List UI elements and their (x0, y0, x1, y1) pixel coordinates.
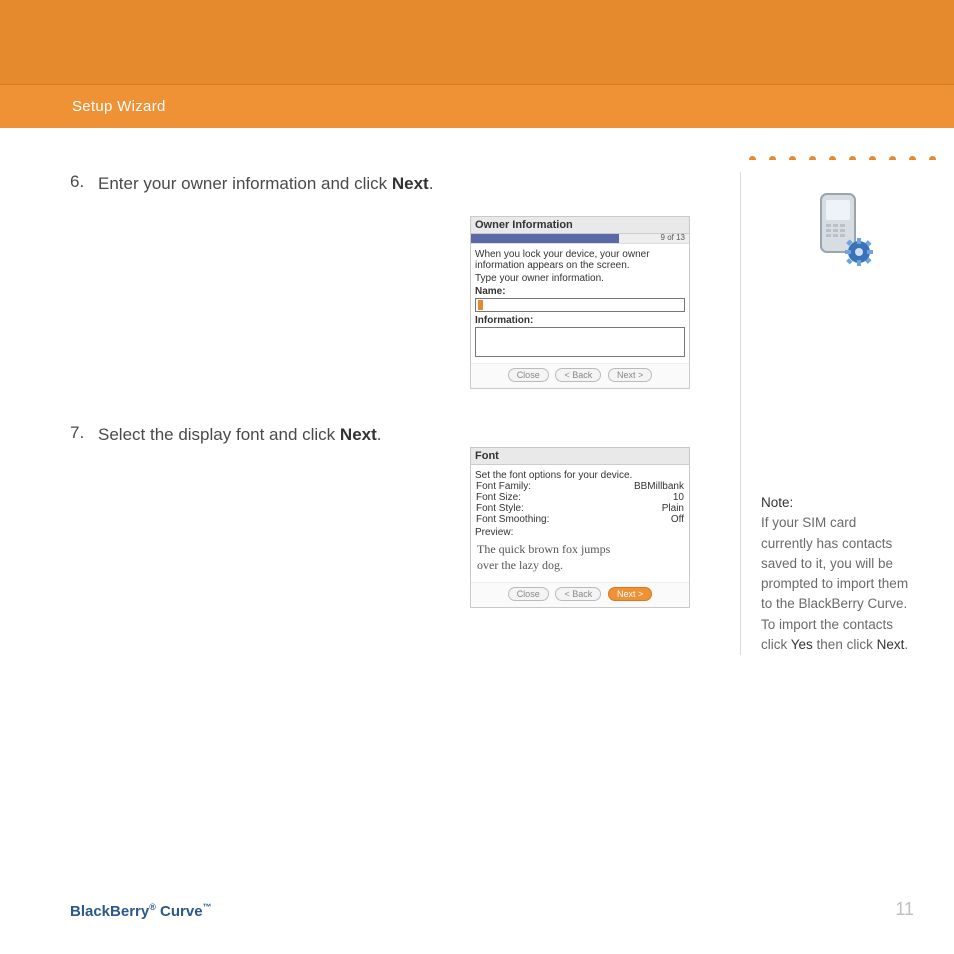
font-row: Font Smoothing: Off (475, 514, 685, 525)
owner-line2: Type your owner information. (475, 273, 685, 284)
right-column: Note: If your SIM card currently has con… (740, 172, 924, 655)
close-button[interactable]: Close (508, 368, 549, 382)
page-number: 11 (895, 899, 914, 920)
kv-val: BBMillbank (634, 481, 684, 492)
step-text-bold: Next (392, 174, 429, 193)
section-title: Setup Wizard (72, 98, 166, 115)
page-footer: BlackBerry® Curve™ 11 (70, 899, 914, 920)
body-area: 6. Enter your owner information and clic… (0, 128, 954, 954)
info-label: Information: (475, 315, 685, 326)
step-text-bold: Next (340, 425, 377, 444)
step-number: 6. (70, 172, 98, 197)
font-row: Font Size: 10 (475, 492, 685, 503)
shot-body: Set the font options for your device. Fo… (471, 465, 689, 582)
shot-title: Font (471, 448, 689, 465)
kv-key: Font Family: (476, 481, 531, 492)
step-text-pre: Select the display font and click (98, 425, 340, 444)
columns: 6. Enter your owner information and clic… (70, 172, 924, 655)
step-text-post: . (429, 174, 434, 193)
mid-column: Owner Information 9 of 13 When you lock … (450, 172, 740, 655)
progress-text: 9 of 13 (661, 233, 685, 242)
reg-mark: ® (149, 902, 156, 912)
shot-buttons: Close < Back Next > (471, 363, 689, 388)
step-text: Enter your owner information and click N… (98, 172, 433, 197)
note-mid: then click (813, 637, 877, 652)
name-label: Name: (475, 286, 685, 297)
font-instr: Set the font options for your device. (475, 470, 685, 481)
kv-key: Font Size: (476, 492, 521, 503)
step-text-post: . (377, 425, 382, 444)
progress-bar (471, 234, 619, 243)
note-post: . (904, 637, 908, 652)
note-next: Next (877, 637, 905, 652)
device-settings-icon (803, 188, 924, 283)
kv-val: Plain (662, 503, 684, 514)
note-body-pre: If your SIM card currently has contacts … (761, 515, 908, 652)
note-label: Note: (761, 495, 793, 510)
tm-mark: ™ (203, 902, 212, 912)
step-text: Select the display font and click Next. (98, 423, 382, 448)
note-block: Note: If your SIM card currently has con… (761, 493, 911, 655)
next-button[interactable]: Next > (608, 368, 652, 382)
shot-progress: 9 of 13 (471, 234, 689, 244)
next-button[interactable]: Next > (608, 587, 652, 601)
owner-line1: When you lock your device, your owner in… (475, 249, 685, 271)
note-yes: Yes (791, 637, 813, 652)
kv-key: Font Style: (476, 503, 524, 514)
step-7: 7. Select the display font and click Nex… (70, 423, 450, 448)
header-top-band (0, 0, 954, 84)
kv-val: Off (671, 514, 684, 525)
kv-key: Font Smoothing: (476, 514, 549, 525)
screenshot-font: Font Set the font options for your devic… (470, 447, 690, 608)
step-number: 7. (70, 423, 98, 448)
shot-body: When you lock your device, your owner in… (471, 244, 689, 363)
left-column: 6. Enter your owner information and clic… (70, 172, 450, 655)
brand-b: Curve (156, 903, 203, 920)
screenshot-owner-info: Owner Information 9 of 13 When you lock … (470, 216, 690, 389)
step-6: 6. Enter your owner information and clic… (70, 172, 450, 197)
preview-box: The quick brown fox jumps over the lazy … (475, 540, 685, 579)
back-button[interactable]: < Back (555, 587, 601, 601)
header-crumb-band: Setup Wizard (0, 84, 954, 128)
brand-mark: BlackBerry® Curve™ (70, 902, 212, 920)
close-button[interactable]: Close (508, 587, 549, 601)
font-row: Font Style: Plain (475, 503, 685, 514)
preview-label: Preview: (475, 527, 685, 538)
brand-a: BlackBerry (70, 903, 149, 920)
step-text-pre: Enter your owner information and click (98, 174, 392, 193)
preview-line: over the lazy dog. (477, 558, 683, 574)
back-button[interactable]: < Back (555, 368, 601, 382)
decorative-dots (749, 150, 954, 160)
name-input[interactable] (475, 298, 685, 312)
kv-val: 10 (673, 492, 684, 503)
preview-line: The quick brown fox jumps (477, 542, 683, 558)
info-input[interactable] (475, 327, 685, 357)
page-root: Setup Wizard 6. Enter your owner informa… (0, 0, 954, 954)
shot-buttons: Close < Back Next > (471, 582, 689, 607)
shot-title: Owner Information (471, 217, 689, 234)
font-row: Font Family: BBMillbank (475, 481, 685, 492)
